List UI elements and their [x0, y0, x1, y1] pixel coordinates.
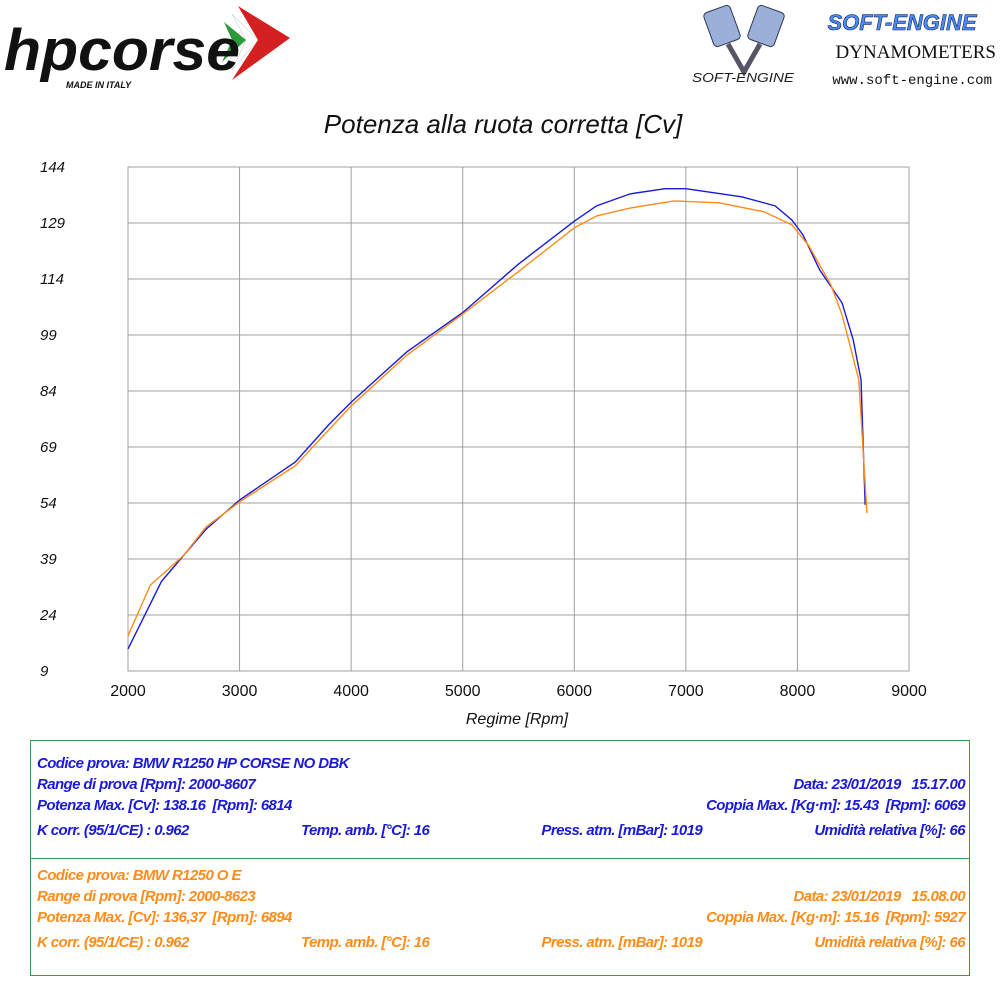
y-tick-label: 9 — [40, 663, 49, 680]
url: www.soft-engine.com — [832, 73, 992, 89]
info-text: Press. atm. [mBar]: 1019 — [541, 934, 703, 951]
info-text: Coppia Max. [Kg·m]: 15.43 [Rpm]: 6069 — [706, 797, 966, 814]
power-line — [127, 187, 866, 650]
soft-engine-logo: SOFT-ENGINE DYNAMOMETERS SOFT-ENGINE www… — [692, 4, 996, 89]
y-tick-label: 39 — [40, 551, 57, 568]
piston — [747, 4, 785, 48]
y-tick-label: 144 — [40, 159, 65, 176]
brand-right: SOFT-ENGINE — [827, 10, 977, 35]
info-text: Umidità relativa [%]: 66 — [814, 934, 965, 951]
y-tick-label: 99 — [40, 327, 57, 344]
x-tick-label: 4000 — [333, 683, 369, 700]
piston — [703, 4, 741, 48]
brand-right-sub: DYNAMOMETERS — [836, 42, 996, 63]
y-tick-label: 114 — [40, 271, 64, 288]
info-text: Data: 23/01/2019 15.17.00 — [793, 776, 966, 793]
info-text: Codice prova: BMW R1250 HP CORSE NO DBK — [37, 755, 350, 772]
x-axis-label: Regime [Rpm] — [466, 711, 569, 728]
info-row: Potenza Max. [Cv]: 138.16 [Rpm]: 6814 Cop… — [37, 797, 966, 818]
logo-red — [232, 6, 290, 80]
brand-left: hpcorse — [4, 18, 240, 83]
logo-white — [231, 13, 259, 71]
info-text: K corr. (95/1/CE) : 0.962 — [37, 822, 189, 839]
info-text: Press. atm. [mBar]: 1019 — [541, 822, 703, 839]
info-text: Data: 23/01/2019 15.08.00 — [793, 888, 966, 905]
info-row: Codice prova: BMW R1250 O E — [37, 867, 965, 888]
info-text: Codice prova: BMW R1250 O E — [37, 867, 241, 884]
y-tick-label: 69 — [40, 439, 57, 456]
info-text: Coppia Max. [Kg·m]: 15.16 [Rpm]: 5927 — [706, 909, 966, 926]
brand-left-sub: MADE IN ITALY — [66, 80, 132, 90]
info-row: Codice prova: BMW R1250 HP CORSE NO DBK — [37, 755, 965, 776]
chart-title: Potenza alla ruota corretta [Cv] — [324, 109, 683, 139]
y-tick-label: 54 — [40, 495, 57, 512]
info-text: Umidità relativa [%]: 66 — [814, 822, 965, 839]
info-row: Potenza Max. [Cv]: 136,37 [Rpm]: 6894 Cop… — [37, 909, 966, 930]
info-row: K corr. (95/1/CE) : 0.962 Temp. amb. [°C]… — [37, 934, 966, 955]
info-text: Temp. amb. [°C]: 16 — [300, 822, 430, 839]
x-tick-label: 6000 — [556, 683, 592, 700]
logo-text: SOFT-ENGINE — [692, 70, 794, 85]
power-line — [127, 200, 868, 637]
y-tick-label: 24 — [39, 607, 57, 624]
info-text: Potenza Max. [Cv]: 136,37 [Rpm]: 6894 — [37, 909, 292, 926]
x-tick-label: 9000 — [891, 683, 927, 700]
info-text: Range di prova [Rpm]: 2000-8607 — [37, 776, 256, 793]
logo-green — [222, 22, 246, 62]
info-row: Range di prova [Rpm]: 2000-8607 Data: 23/… — [37, 776, 966, 797]
info-row: K corr. (95/1/CE) : 0.962 Temp. amb. [°C]… — [37, 822, 966, 843]
info-text: Range di prova [Rpm]: 2000-8623 — [37, 888, 256, 905]
hpcorse-logo: hpcorse MADE IN ITALY — [4, 6, 290, 90]
info-text: Temp. amb. [°C]: 16 — [300, 934, 430, 951]
test-box: Codice prova: BMW R1250 HP CORSE NO DBK R… — [31, 741, 969, 858]
chart: hpcorse MADE IN ITALY SOFT-ENGINE DYNAMO… — [4, 4, 996, 728]
x-tick-label: 8000 — [780, 683, 816, 700]
info-panel: Codice prova: BMW R1250 HP CORSE NO DBK R… — [30, 740, 970, 976]
y-tick-label: 84 — [40, 383, 57, 400]
info-text: Potenza Max. [Cv]: 138.16 [Rpm]: 6814 — [37, 797, 292, 814]
x-tick-label: 2000 — [110, 683, 146, 700]
rod — [725, 42, 763, 78]
y-tick-label: 129 — [40, 215, 66, 232]
x-tick-label: 3000 — [222, 683, 258, 700]
plot-area — [127, 166, 910, 672]
x-tick-label: 7000 — [668, 683, 704, 700]
test-box: Codice prova: BMW R1250 O E Range di prov… — [31, 858, 969, 975]
x-tick-label: 5000 — [445, 683, 481, 700]
info-row: Range di prova [Rpm]: 2000-8623 Data: 23/… — [37, 888, 966, 909]
info-text: K corr. (95/1/CE) : 0.962 — [37, 934, 189, 951]
